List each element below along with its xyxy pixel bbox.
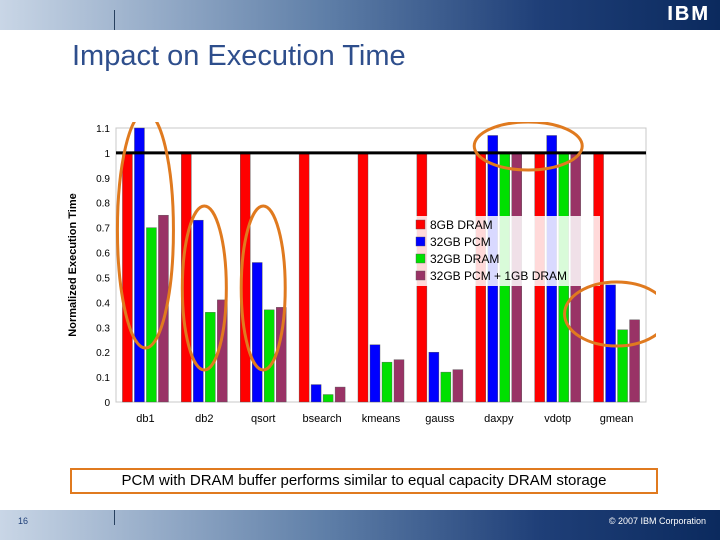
y-tick-label: 0.8 [96,199,110,210]
y-tick-label: 0 [104,398,110,409]
bar-db2-2 [193,219,204,403]
bar-kmeans-3 [381,361,393,403]
bar-db2-3 [205,312,216,403]
highlight-db2 [180,204,228,372]
ibm-logo: IBM [667,3,710,25]
x-tick-label: kmeans [362,413,401,425]
footer-bar [0,510,720,540]
highlight-daxpy-vdotp [472,120,584,172]
y-tick-label: 0.5 [96,273,110,284]
legend-swatch [415,270,426,281]
legend-entry: 32GB PCM [430,235,491,249]
slide-title: Impact on Execution Time [72,40,406,72]
caption-box: PCM with DRAM buffer performs similar to… [70,468,658,494]
copyright-text: © 2007 IBM Corporation [608,516,706,526]
execution-time-chart: 0 0.1 0.2 0.3 0.4 0.5 0.6 0.7 0.8 0.9 1 1.1 Normaliz… [60,110,671,432]
bar-db1-1 [122,152,133,403]
page-number: 16 [18,516,29,526]
header-bar [0,0,720,30]
bar-db1-2 [134,127,145,403]
bar-kmeans-2 [369,344,381,403]
x-tick-label: gauss [425,413,455,425]
bar-db1-3 [146,227,157,403]
y-tick-label: 0.2 [96,348,110,359]
bar-bsearch-3 [322,394,334,403]
legend-box [410,216,600,286]
bar-gmean-3 [617,329,628,403]
y-axis-label: Normalized Execution Time [67,193,79,336]
bar-gauss-3 [440,371,452,403]
bar-gmean-4 [629,319,640,403]
bar-kmeans-1 [357,152,369,403]
y-tick-label: 0.6 [96,249,110,260]
x-tick-label: daxpy [484,413,514,425]
bar-gauss-2 [428,351,440,403]
highlight-qsort [239,204,287,372]
bar-kmeans-4 [393,359,405,403]
bar-qsort-2 [252,262,263,403]
y-tick-label: 0.1 [96,373,110,384]
header-divider [114,10,115,30]
x-tick-label: vdotp [544,413,571,425]
bar-chart-svg: 0 0.1 0.2 0.3 0.4 0.5 0.6 0.7 0.8 0.9 1 1.1 Normaliz… [67,110,671,425]
bar-bsearch-2 [310,384,322,403]
x-tick-label: bsearch [303,413,342,425]
y-tick-label: 1.1 [96,124,110,135]
bar-gauss-4 [452,369,464,403]
y-tick-label: 1 [104,149,110,160]
footer-divider [114,510,115,525]
bar-bsearch-1 [298,152,310,403]
y-tick-label: 0.3 [96,323,110,334]
legend-entry: 8GB DRAM [430,218,493,232]
legend-swatch [415,236,426,247]
x-tick-label: db1 [136,413,154,425]
y-tick-label: 0.4 [96,298,110,309]
bar-bsearch-4 [334,386,346,403]
bar-gmean-2 [605,284,616,403]
legend-swatch [415,219,426,230]
y-tick-label: 0.9 [96,174,110,185]
bar-db1-4 [158,214,169,403]
x-tick-label: qsort [251,413,275,425]
x-tick-label: db2 [195,413,213,425]
bar-qsort-3 [264,309,275,403]
legend-swatch [415,253,426,264]
legend-entry: 32GB DRAM [430,252,499,266]
y-tick-label: 0.7 [96,224,110,235]
x-tick-label: gmean [600,413,634,425]
legend-entry: 32GB PCM + 1GB DRAM [430,269,567,283]
